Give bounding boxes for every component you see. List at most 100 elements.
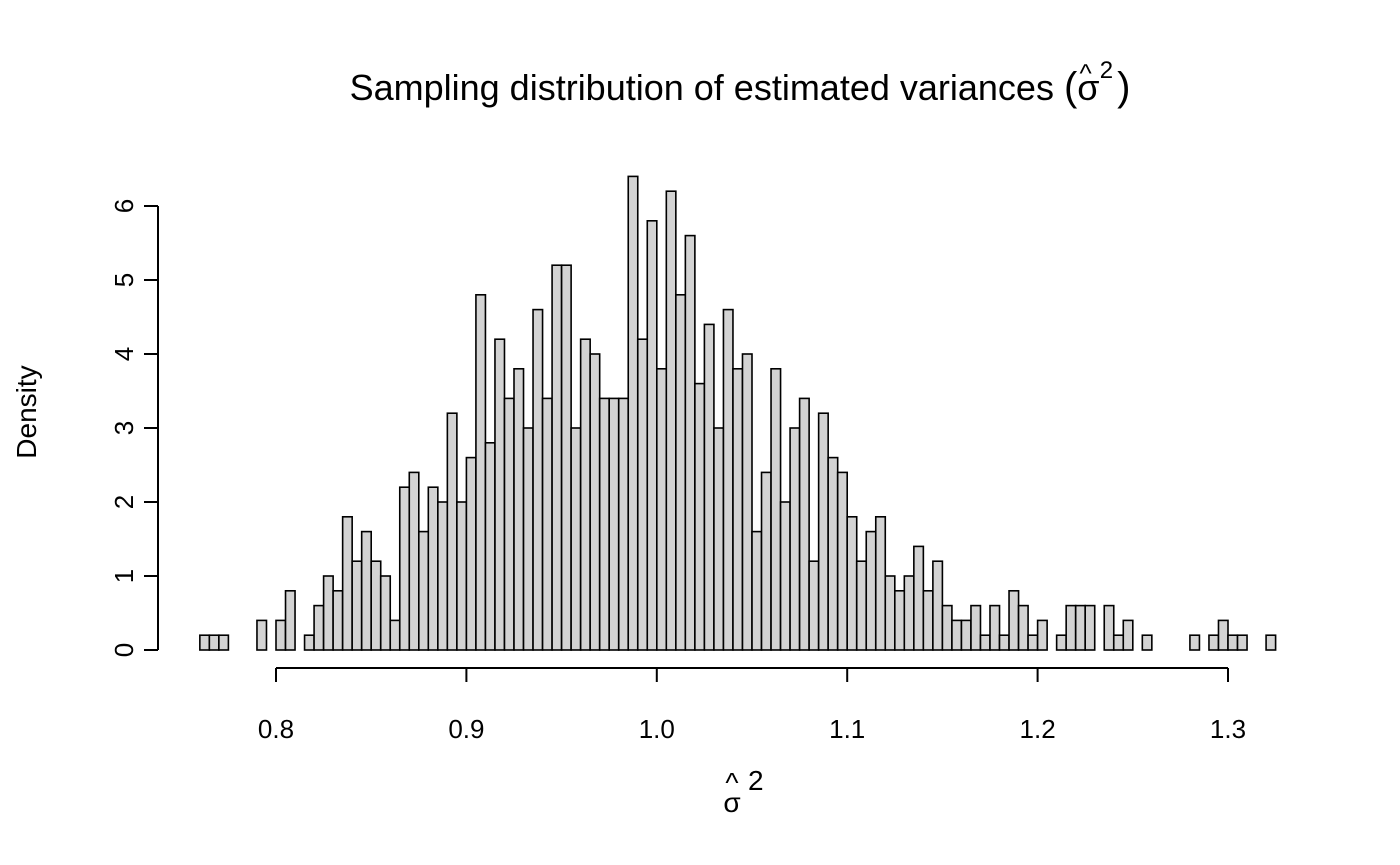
histogram-bar bbox=[589, 353, 601, 651]
y-tick-label: 6 bbox=[109, 199, 139, 213]
histogram-bar bbox=[732, 367, 744, 651]
chart-title: Sampling distribution of estimated varia… bbox=[350, 57, 1131, 109]
histogram-bar bbox=[322, 575, 334, 651]
histogram-bar bbox=[608, 397, 620, 651]
histogram-bar bbox=[827, 456, 839, 651]
histogram-bar bbox=[979, 634, 991, 651]
histogram-bar bbox=[665, 190, 677, 651]
histogram-bar bbox=[675, 293, 687, 651]
histogram-bar bbox=[256, 619, 268, 651]
histogram-bar bbox=[484, 441, 496, 651]
histogram-bar bbox=[284, 589, 296, 651]
histogram-bar bbox=[417, 530, 430, 651]
x-tick-label: 1.3 bbox=[1210, 714, 1246, 744]
histogram-bar bbox=[1036, 619, 1048, 651]
histogram-bar bbox=[751, 530, 763, 651]
histogram-bar bbox=[341, 515, 353, 651]
histogram-bar bbox=[1008, 589, 1020, 651]
histogram-bar bbox=[379, 575, 392, 651]
histogram-bar bbox=[932, 560, 944, 651]
histogram-bar bbox=[360, 530, 372, 651]
histogram-bar bbox=[922, 589, 934, 651]
histogram-bar bbox=[494, 338, 506, 651]
x-tick-label: 0.9 bbox=[448, 714, 484, 744]
histogram-bar bbox=[332, 589, 344, 651]
histogram-bar bbox=[760, 471, 772, 651]
histogram-bar bbox=[989, 604, 1001, 651]
histogram-bar bbox=[1141, 634, 1153, 651]
histogram-bar bbox=[770, 367, 782, 651]
histogram-bar bbox=[893, 589, 906, 651]
histogram-bar bbox=[551, 264, 563, 651]
histogram-bar bbox=[465, 456, 477, 651]
histogram-bars bbox=[199, 175, 1277, 651]
histogram-bar bbox=[703, 323, 715, 651]
histogram-bar bbox=[1189, 634, 1201, 651]
histogram-bar bbox=[1112, 634, 1125, 651]
histogram-bar bbox=[855, 560, 868, 651]
x-tick-label: 1.2 bbox=[1020, 714, 1056, 744]
histogram-bar bbox=[370, 560, 382, 651]
histogram-bar bbox=[798, 397, 810, 651]
histogram-bar bbox=[541, 397, 553, 651]
histogram-bar bbox=[522, 427, 534, 651]
histogram-bar bbox=[741, 353, 753, 651]
chart-title-hat: ^ bbox=[1080, 58, 1093, 88]
y-tick-label: 5 bbox=[109, 273, 139, 287]
histogram-bar bbox=[836, 471, 848, 651]
histogram-bar bbox=[1065, 604, 1077, 651]
histogram-bar bbox=[722, 308, 734, 651]
histogram-bar bbox=[598, 397, 610, 651]
histogram-bar bbox=[1227, 634, 1239, 651]
histogram-bar bbox=[199, 634, 211, 651]
x-axis: 0.8 0.9 1.0 1.1 1.2 1.3 bbox=[258, 667, 1246, 744]
histogram-bar bbox=[1217, 619, 1229, 651]
histogram-bar bbox=[475, 293, 487, 651]
histogram-bar bbox=[960, 619, 972, 651]
y-axis: 0 1 2 3 4 5 6 bbox=[109, 199, 159, 657]
y-axis-label: Density bbox=[11, 365, 42, 458]
chart-title-close-paren: ) bbox=[1117, 65, 1130, 109]
histogram-bar bbox=[218, 634, 230, 651]
histogram-bar bbox=[913, 545, 925, 651]
histogram-bar bbox=[1103, 604, 1115, 651]
histogram-bar bbox=[513, 367, 525, 651]
histogram-bar bbox=[1208, 634, 1220, 651]
histogram-bar bbox=[1236, 634, 1248, 651]
histogram-bar bbox=[208, 634, 220, 651]
histogram-bar bbox=[275, 619, 287, 651]
histogram-bar bbox=[713, 427, 725, 651]
histogram-bar bbox=[684, 234, 696, 651]
histogram-bar bbox=[970, 604, 982, 651]
histogram-bar bbox=[398, 486, 411, 651]
histogram-bar bbox=[560, 264, 572, 651]
x-tick-label: 1.0 bbox=[639, 714, 675, 744]
histogram-bar bbox=[846, 515, 858, 651]
histogram-bar bbox=[446, 412, 458, 651]
histogram-bar bbox=[789, 427, 801, 651]
histogram-bar bbox=[313, 604, 325, 651]
histogram-bar bbox=[1017, 604, 1029, 651]
histogram-bar bbox=[437, 501, 449, 651]
x-axis-label-superscript: 2 bbox=[748, 765, 764, 796]
histogram-bar bbox=[617, 397, 630, 651]
histogram-bar bbox=[636, 338, 649, 651]
histogram-bar bbox=[1074, 604, 1087, 651]
histogram-bar bbox=[408, 471, 420, 651]
histogram-bar bbox=[865, 530, 877, 651]
y-tick-label: 0 bbox=[109, 643, 139, 657]
x-tick-label: 1.1 bbox=[829, 714, 865, 744]
histogram-bar bbox=[874, 515, 887, 651]
x-axis-label: σ ^ 2 bbox=[723, 765, 763, 818]
histogram-bar bbox=[303, 634, 315, 651]
x-axis-label-hat: ^ bbox=[725, 767, 738, 798]
histogram-bar bbox=[1084, 604, 1096, 651]
histogram-bar bbox=[456, 501, 468, 651]
histogram-bar bbox=[808, 560, 820, 651]
y-tick-label: 1 bbox=[109, 569, 139, 583]
histogram-bar bbox=[389, 619, 401, 651]
histogram-bar bbox=[694, 382, 706, 651]
y-tick-label: 2 bbox=[109, 495, 139, 509]
chart-title-text: Sampling distribution of estimated varia… bbox=[350, 67, 1054, 108]
